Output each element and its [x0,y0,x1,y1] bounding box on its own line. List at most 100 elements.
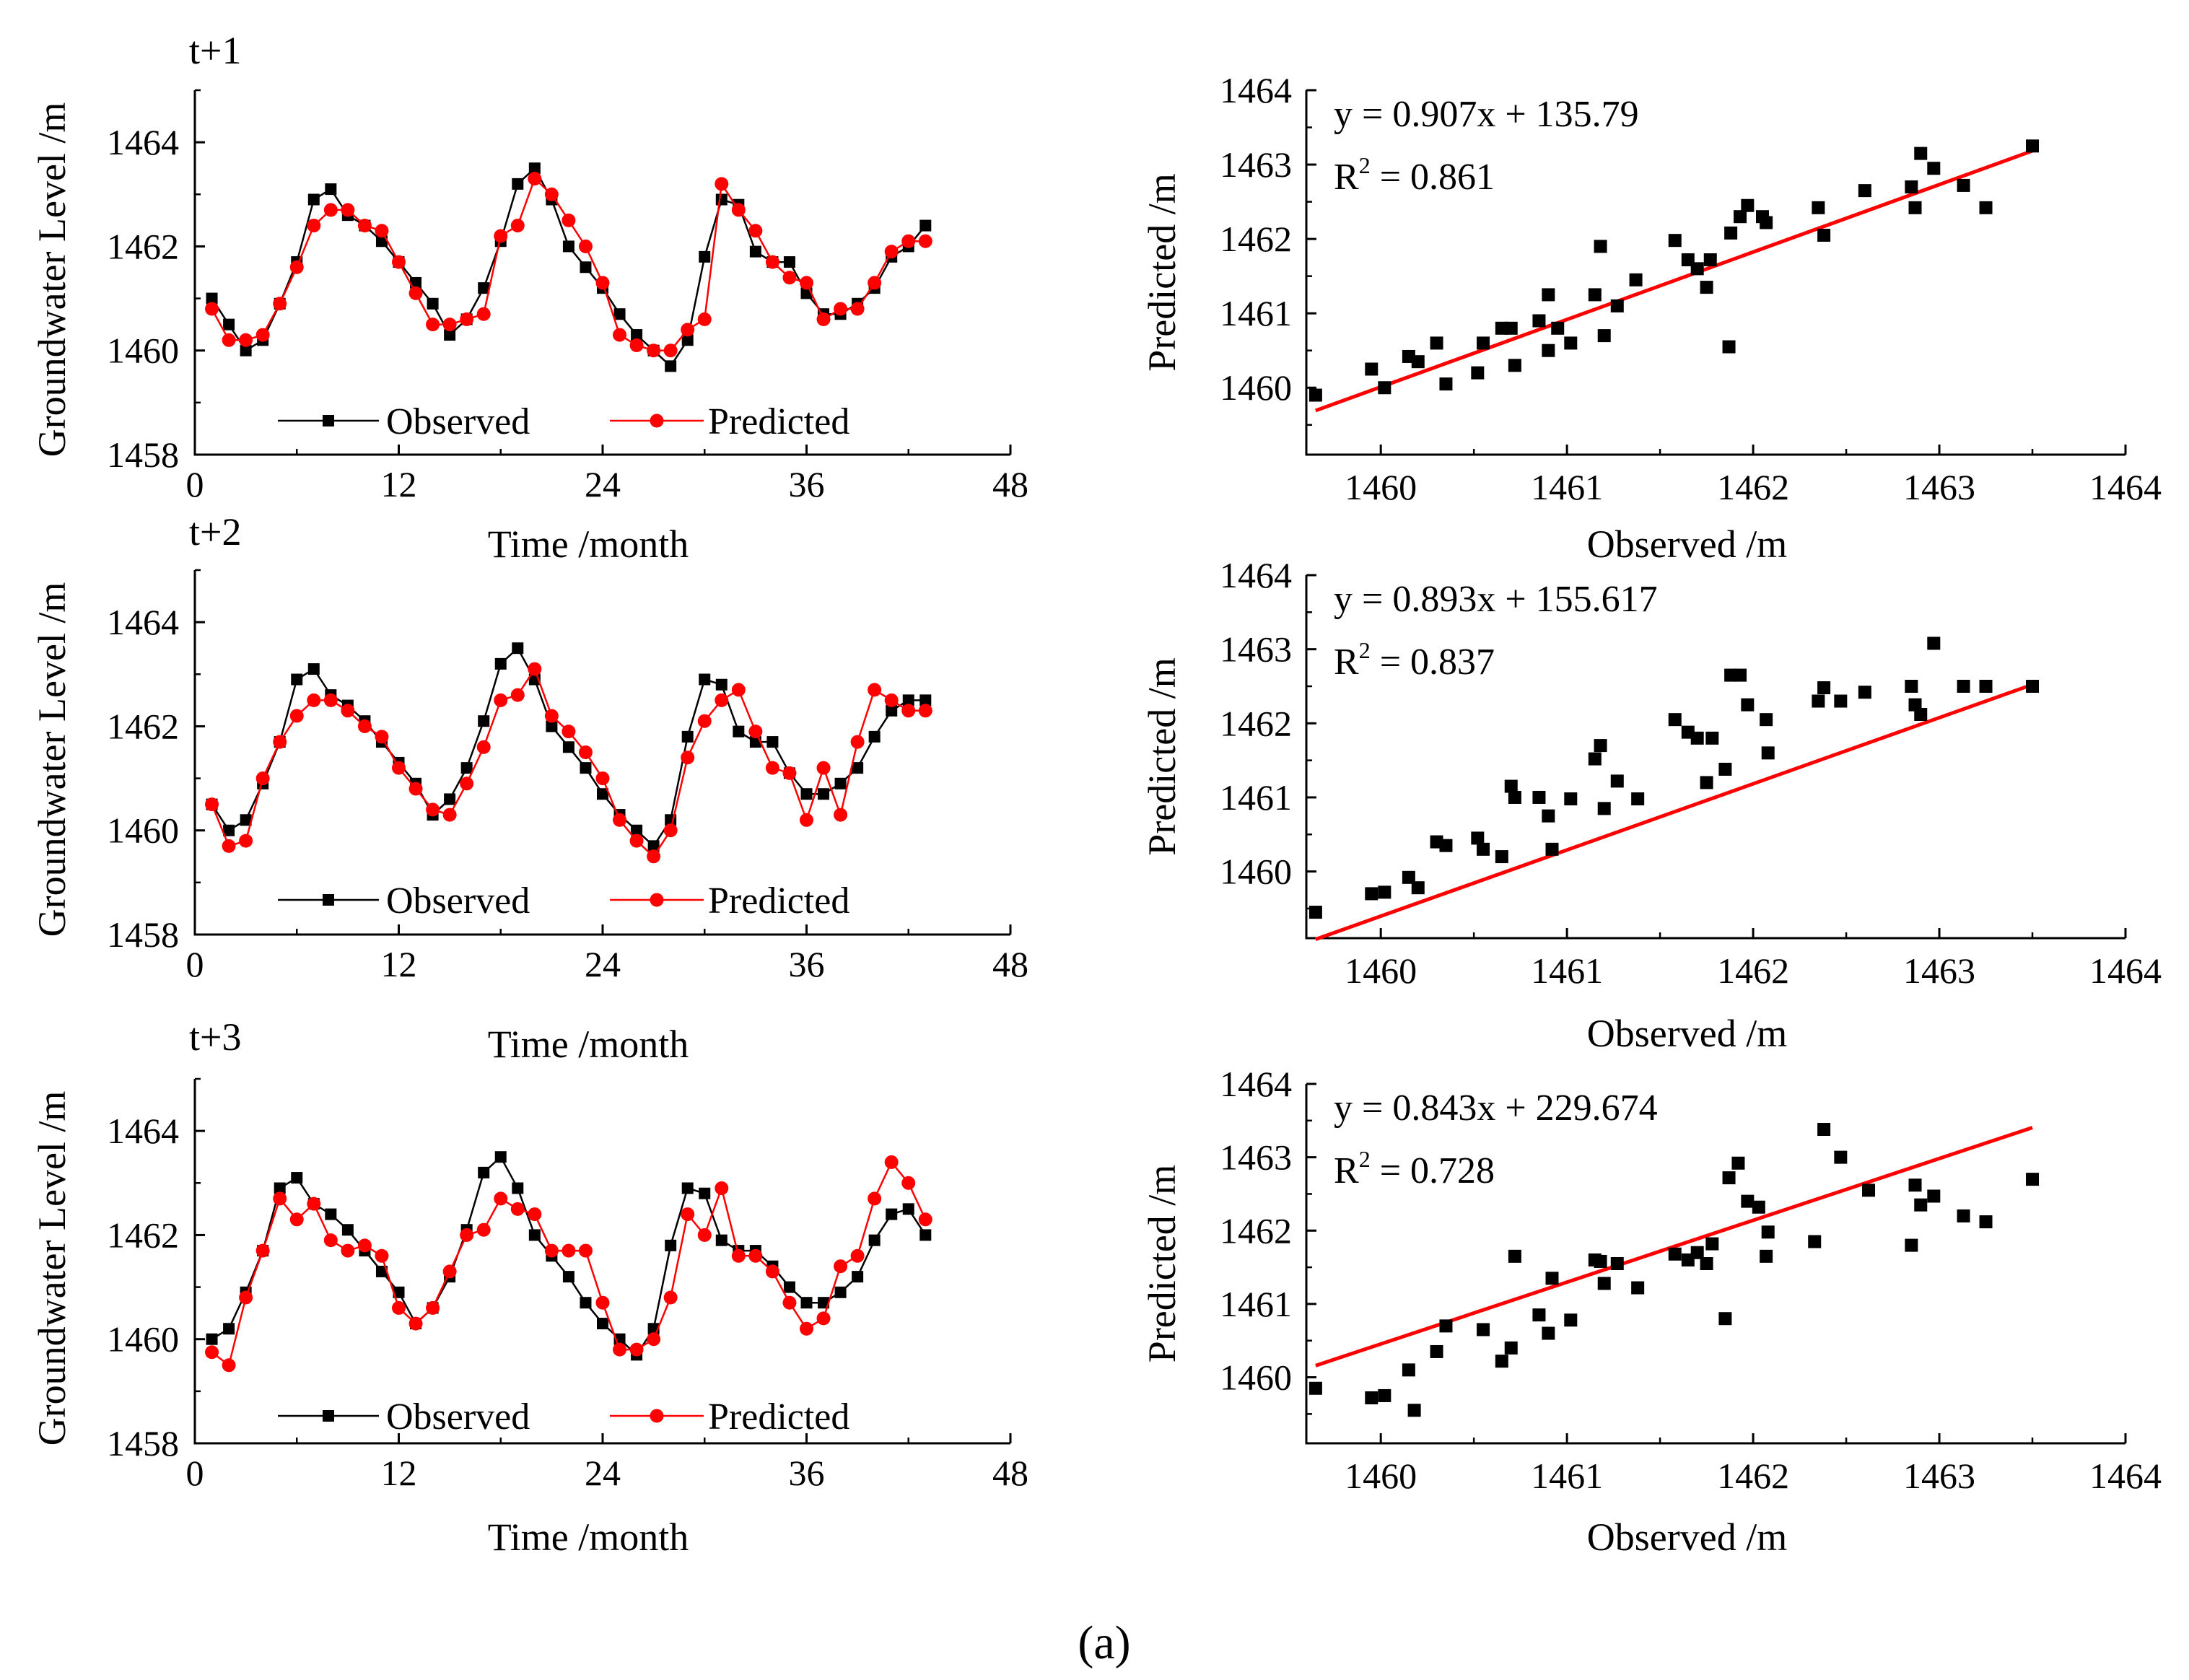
scatter-point [1631,792,1645,806]
x-tick-label: 48 [992,1453,1028,1493]
y-axis-label: Groundwater Level /m [30,582,74,937]
predicted-point [307,219,321,233]
y-tick-label: 1458 [107,434,179,475]
scatter-point [1705,731,1719,745]
predicted-point [765,1264,779,1279]
scatter-point [1471,366,1485,380]
r-squared-symbol: R [1334,642,1359,683]
predicted-point [289,709,304,723]
legend-predicted-marker [650,893,664,907]
predicted-point [884,245,899,259]
y-axis-label: Predicted /m [1140,1165,1184,1362]
predicted-point [850,735,865,749]
predicted-point [868,1191,882,1206]
x-tick-label: 1461 [1531,467,1603,507]
panel-tag: t+2 [189,510,241,554]
scatter-point [1808,1235,1822,1248]
x-tick-label: 48 [992,944,1028,984]
panel-tag: t+3 [189,1015,241,1059]
axis-line [193,1079,1010,1445]
r-squared-exponent: 2 [1359,637,1371,663]
scatter-point [1365,362,1378,376]
scatter-point [1914,1198,1928,1212]
scatter-point [1495,1355,1508,1368]
predicted-point [782,766,797,780]
observed-point [818,788,830,800]
observed-point [291,1172,303,1184]
scatter-point [1718,762,1732,776]
scatter-point [1668,713,1682,727]
r-squared-label: R2 = 0.728 [1334,1146,1495,1191]
scatter-point [1508,1249,1521,1263]
observed-point [478,282,490,294]
x-tick-label: 1460 [1345,467,1417,507]
predicted-point [528,662,542,676]
predicted-point [800,813,813,827]
observed-point [597,788,608,800]
observed-point [631,824,643,836]
predicted-point [918,704,932,718]
scatter-point [1564,1313,1578,1327]
predicted-point [595,771,610,786]
panel-tag: t+1 [189,29,241,72]
observed-point [512,642,524,655]
y-tick-label: 1464 [107,1111,179,1151]
scatter-point [1722,1171,1736,1185]
scatter-point [1308,906,1322,919]
observed-point [919,694,932,706]
scatter-point [1760,1249,1773,1263]
x-tick-label: 24 [585,464,621,504]
observed-point [240,344,252,356]
predicted-point [647,849,661,864]
scatter-point [1741,1194,1755,1208]
observed-point [919,1229,932,1241]
y-tick-label: 1463 [1220,629,1292,670]
axis-line [193,90,1010,456]
y-tick-label: 1462 [107,706,179,746]
predicted-point [578,1243,593,1258]
r-squared-label: R2 = 0.861 [1334,152,1495,198]
predicted-point [884,1155,899,1169]
legend-predicted-marker [650,1409,664,1423]
r-squared-symbol: R [1334,157,1359,198]
legend-predicted-label: Predicted [708,401,849,442]
y-tick-label: 1462 [1220,703,1292,743]
scatter-point [1411,355,1425,369]
predicted-point [476,307,491,321]
scatter-point [1542,288,1555,302]
scatter-point [1308,388,1322,402]
observed-point [715,193,728,206]
legend-observed-marker [323,894,334,906]
predicted-point [816,761,831,775]
predicted-point [748,1248,763,1263]
observed-point [444,329,456,341]
scatter-point [1905,679,1918,693]
predicted-point [426,318,440,332]
predicted-point [578,239,593,253]
y-tick-label: 1460 [1220,1357,1292,1398]
observed-point [681,334,694,346]
x-tick-label: 12 [381,944,417,984]
predicted-point [205,302,219,316]
observed-point [715,1234,728,1246]
observed-point [512,178,524,190]
scatter-point [1597,329,1611,343]
predicted-point [731,1248,746,1263]
scatter-point [1407,1404,1421,1417]
scatter-point [1495,850,1508,864]
regression-line [1315,149,2033,413]
scatter-point [1724,226,1738,240]
observed-point [274,1182,286,1194]
x-tick-label: 1461 [1531,950,1603,991]
predicted-point [239,834,253,848]
predicted-point [442,318,457,332]
predicted-point [697,714,712,728]
predicted-point [392,761,406,775]
predicted-point [647,1332,661,1347]
axis-line [1305,1084,2125,1445]
scatter-point [1504,1341,1518,1355]
observed-point [460,762,473,774]
scatter-point [1508,359,1521,372]
scatter-point [1927,636,1941,650]
line-chart-t+2: t+2 0 12 24 36 48 1458 1460 1462 1464 Time /month G… [30,510,1028,1066]
